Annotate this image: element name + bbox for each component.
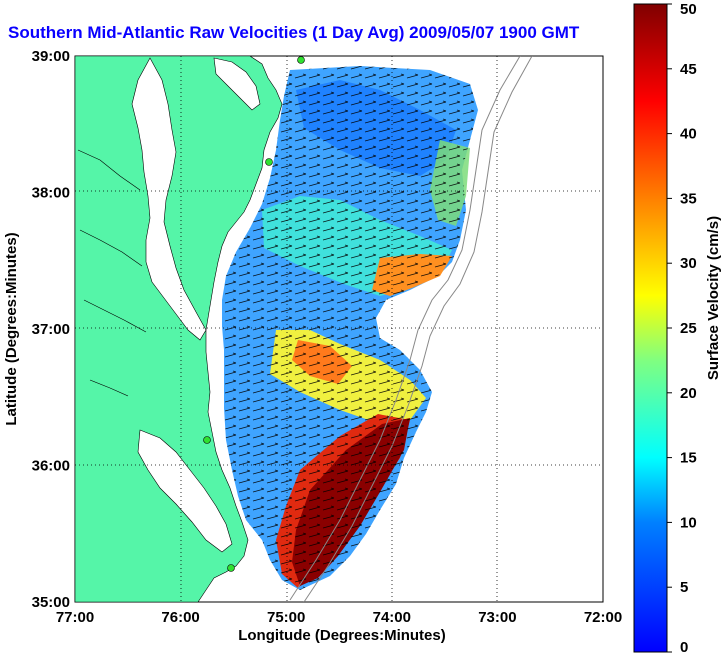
- colorbar-tick-label: 0: [680, 639, 688, 656]
- station-marker: [203, 436, 211, 444]
- delaware-bay: [213, 57, 261, 111]
- longitude-ticks: 77:00 76:00 75:00 74:00 73:00 72:00: [56, 609, 622, 626]
- x-axis-label: Longitude (Degrees:Minutes): [238, 627, 446, 644]
- river-4: [89, 379, 129, 397]
- bathymetry-contour-1: [289, 56, 521, 601]
- latitude-tick-label: 36:00: [32, 458, 70, 475]
- colorbar-tick-label: 35: [680, 190, 697, 207]
- colorbar-tick-label: 10: [680, 514, 697, 531]
- colorbar-tick-label: 5: [680, 579, 688, 596]
- longitude-tick-label: 75:00: [267, 609, 305, 626]
- colorbar-tick-label: 20: [680, 385, 697, 402]
- colorbar-label: Surface Velocity (cm/s): [705, 216, 722, 380]
- colorbar-tick-label: 50: [680, 1, 697, 18]
- latitude-tick-label: 35:00: [32, 594, 70, 611]
- velocity-vectors: [222, 66, 478, 590]
- map-title: Southern Mid-Atlantic Raw Velocities (1 …: [8, 23, 580, 42]
- y-axis-label: Latitude (Degrees:Minutes): [3, 232, 20, 425]
- longitude-tick-label: 72:00: [584, 609, 622, 626]
- river-1: [77, 149, 141, 191]
- river-3: [83, 299, 147, 333]
- colorbar-tick-label: 45: [680, 61, 697, 78]
- grid: [75, 56, 603, 602]
- longitude-tick-label: 74:00: [373, 609, 411, 626]
- colorbar: [633, 3, 668, 653]
- colorbar-tick-label: 15: [680, 450, 697, 467]
- latitude-tick-label: 38:00: [32, 185, 70, 202]
- sound-water: [137, 429, 233, 553]
- station-marker: [227, 564, 235, 572]
- latitude-ticks: 35:00 36:00 37:00 38:00 39:00: [32, 48, 70, 611]
- colorbar-tick-label: 40: [680, 126, 697, 143]
- latitude-tick-label: 37:00: [32, 321, 70, 338]
- bathymetry-contour-2: [303, 56, 533, 602]
- river-2: [79, 229, 143, 267]
- longitude-tick-label: 77:00: [56, 609, 94, 626]
- colorbar-tick-label: 25: [680, 320, 697, 337]
- longitude-tick-label: 76:00: [161, 609, 199, 626]
- station-marker: [265, 158, 273, 166]
- colorbar-tick-label: 30: [680, 255, 697, 272]
- latitude-tick-label: 39:00: [32, 48, 70, 65]
- colorbar-ticks: 0 5 10 15 20 25 30 35 40 45 50: [667, 1, 697, 656]
- station-marker: [297, 56, 305, 64]
- longitude-tick-label: 73:00: [478, 609, 516, 626]
- chesapeake-bay: [131, 57, 207, 341]
